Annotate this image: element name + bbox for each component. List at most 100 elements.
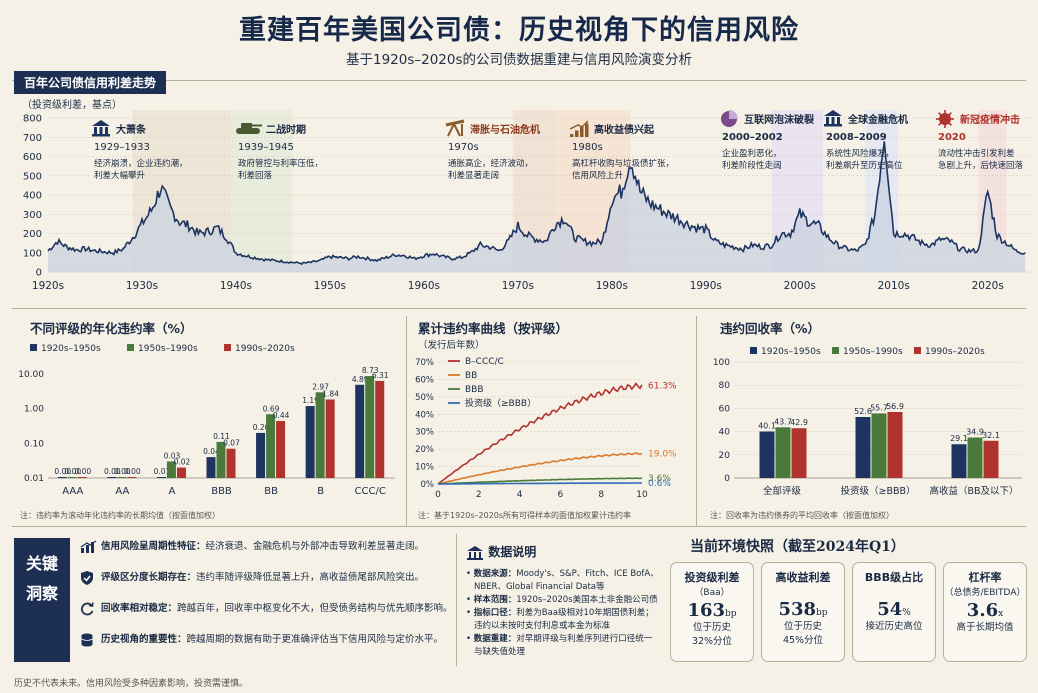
bank-icon — [824, 110, 842, 127]
y-tick-label: 0% — [421, 480, 435, 490]
data-note-item: • 指标口径：利差为Baa级相对10年期国债利差； 违约以未按时支付利息或本金为标… — [466, 608, 654, 631]
default-rate-bars: 0.000.000.00AAA0.000.000.00AA0.010.030.0… — [54, 366, 388, 497]
bar — [266, 414, 276, 478]
event-years: 1929–1933 — [94, 142, 150, 153]
bar-value-label: 29.1 — [950, 434, 968, 443]
bar-value-label: 0.00 — [104, 467, 121, 476]
x-tick-label: 10 — [636, 490, 648, 500]
y-tick-label: 10.00 — [18, 370, 44, 380]
event-annotation: 大萧条 1929–1933 经济崩溃，企业违约潮，利差大幅攀升 — [92, 120, 188, 181]
event-name: 滞胀与石油危机 — [470, 123, 540, 136]
bar-value-label: 0.20 — [253, 423, 270, 432]
x-tick-label: 2000s — [784, 280, 816, 292]
legend-swatch — [832, 347, 839, 354]
y-tick-label: 200 — [23, 229, 42, 240]
line-end-label: 19.0% — [648, 450, 677, 460]
bar — [226, 448, 236, 478]
insight-item: 历史视角的重要性：跨越周期的数据有助于更准确评估当下信用风险与定价水平。 — [80, 631, 450, 662]
default-rate-chart: 1920s–1950s 1950s–1990s 1990s–2020s 10.00 1… — [18, 344, 395, 497]
bar-value-label: 0.00 — [74, 467, 91, 476]
x-tick-label: 1990s — [690, 280, 722, 292]
x-tick-label: 全部评级 — [763, 485, 802, 497]
cumulative-line — [437, 452, 643, 485]
data-notes-items: • 数据来源：Moody's、S&P、Fitch、ICE BofA、 NBER、G… — [466, 568, 664, 659]
bank-icon — [467, 545, 483, 560]
y-tick-label: 100 — [23, 248, 42, 259]
bar-value-label: 32.1 — [982, 431, 1000, 440]
y-tick-label: 60% — [415, 375, 434, 385]
bar-value-label: 0.11 — [213, 432, 230, 441]
panel-divider — [456, 534, 457, 666]
snapshot-card: 高收益利差 538bp 位于历史 45%分位 — [761, 562, 845, 662]
event-years: 2020 — [938, 132, 966, 143]
oil-pump-icon — [445, 119, 465, 137]
spread-ylabel: （投资级利差，基点） — [22, 100, 122, 111]
bar — [983, 440, 999, 478]
data-notes: 数据说明 • 数据来源：Moody's、S&P、Fitch、ICE BofA、 N… — [466, 543, 664, 659]
cumulative-grid: 0% 10% 20% 30% 40% 50% 60% 70% 0 2 4 6 8 10 — [415, 358, 648, 500]
legend-label: 1950s–1990s — [138, 344, 198, 354]
x-tick-label: A — [169, 486, 176, 497]
insight-item: 回收率相对稳定：跨越百年，回收率中枢变化不大，但受债务结构与优先顺序影响。 — [80, 600, 453, 631]
bar-value-label: 42.9 — [790, 418, 808, 427]
cumulative-line — [438, 482, 643, 485]
y-tick-label: 300 — [23, 210, 42, 221]
data-notes-title: 数据说明 — [466, 543, 664, 560]
bar — [871, 413, 887, 478]
x-tick-label: 2010s — [878, 280, 910, 292]
bar — [315, 392, 325, 478]
event-desc: 系统性风险爆发， — [826, 148, 894, 159]
y-tick-label: 20 — [719, 451, 731, 461]
x-tick-label: 1950s — [314, 280, 346, 292]
bar-value-label: 0.44 — [273, 411, 290, 420]
event-name: 高收益债兴起 — [594, 123, 655, 136]
bar — [775, 427, 791, 478]
snapshot-card: 杠杆率 （总债务/EBITDA） 3.6x 高于长期均值 — [943, 562, 1027, 662]
insights-label-line1: 关键 — [25, 554, 58, 573]
bar-value-label: 56.9 — [886, 402, 904, 411]
y-tick-label: 600 — [23, 152, 42, 163]
event-desc: 急剧上升，后快速回落 — [938, 160, 1024, 171]
legend-swatch — [914, 347, 921, 354]
legend-label: BBB — [465, 385, 484, 395]
legend-label: 1990s–2020s — [925, 347, 985, 357]
bar — [276, 421, 286, 478]
section-divider — [12, 526, 1026, 527]
spread-x-axis: 1920s 1930s 1940s 1950s 1960s 1970s 1980s 1990s… — [32, 280, 1004, 292]
bar-value-label: 0.00 — [64, 467, 81, 476]
event-desc: 政府管控与利率压低， — [238, 158, 323, 169]
y-tick-label: 30% — [415, 428, 434, 438]
page-title: 重建百年美国公司债：历史视角下的信用风险 — [239, 15, 799, 46]
x-tick-label: 1960s — [408, 280, 440, 292]
bar-value-label: 52.6 — [854, 407, 872, 416]
section-divider — [12, 80, 1026, 81]
x-tick-label: 投资级（≥BBB） — [840, 485, 915, 497]
event-name: 互联网泡沫破裂 — [744, 113, 814, 126]
recovery-title: 违约回收率（%） — [720, 321, 821, 336]
event-desc: 利差显著走阔 — [448, 170, 499, 181]
bar-value-label: 0.03 — [164, 451, 181, 460]
cumulative-default-title: 累计违约率曲线（按评级） — [418, 321, 569, 336]
recovery-bars: 40.143.742.9 全部评级 52.655.756.9 投资级（≥BBB） 29.… — [758, 402, 1018, 497]
x-tick-label: 0 — [435, 490, 441, 500]
y-tick-label: 10% — [415, 463, 434, 473]
x-tick-label: 2 — [476, 490, 482, 500]
event-annotation: 全球金融危机 2008–2009 系统性风险爆发，利差飙升至历史高位 — [824, 110, 908, 171]
line-end-label: 61.3% — [648, 382, 677, 392]
event-desc: 利差大幅攀升 — [94, 170, 146, 181]
insight-item: 评级区分度长期存在：违约率随评级降低显著上升，高收益债尾部风险突出。 — [80, 569, 450, 600]
x-tick-label: 8 — [598, 490, 604, 500]
event-annotation: 高收益债兴起 1980s 高杠杆收购与垃圾债扩张，信用风险上升 — [569, 120, 674, 181]
event-annotation: 二战时期 1939–1945 政府管控与利率压低，利差回落 — [236, 123, 323, 181]
bar — [325, 399, 335, 478]
cumulative-lines: 61.3% 19.0% 3.6%0.6% — [437, 382, 677, 489]
page-subtitle: 基于1920s–2020s的公司债数据重建与信用风险演变分析 — [345, 52, 693, 68]
bar — [117, 477, 127, 478]
cumulative-default-xlabel: （发行后年数） — [418, 340, 485, 351]
y-tick-label: 70% — [415, 358, 434, 368]
bar — [365, 376, 375, 478]
x-tick-label: 1940s — [220, 280, 252, 292]
y-tick-label: 100 — [713, 358, 730, 368]
x-tick-label: CCC/C — [355, 486, 386, 497]
shield-check-icon — [81, 570, 93, 585]
